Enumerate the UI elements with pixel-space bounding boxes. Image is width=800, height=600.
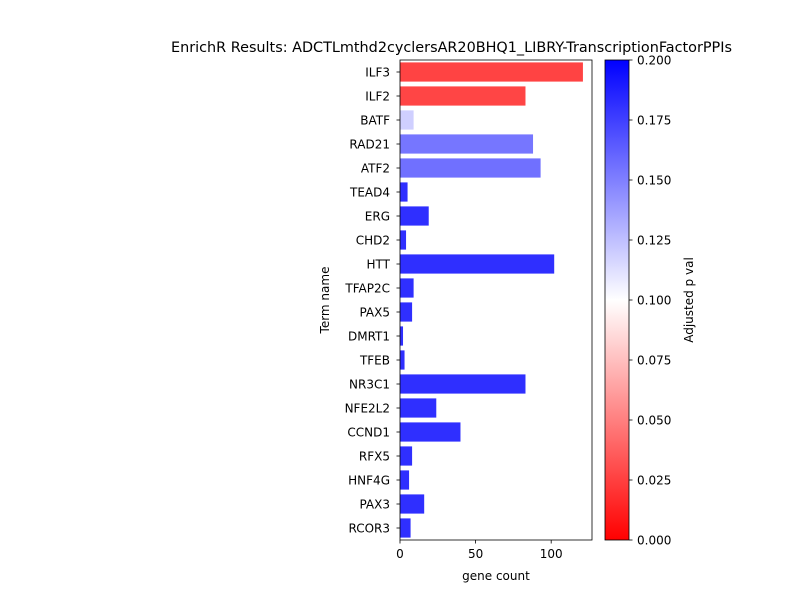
bar-batf: [400, 110, 414, 130]
y-ticks: ILF3 ILF2 BATF RAD21 ATF2 TEAD4 ERG CHD2 HTT TFAP…: [344, 66, 400, 536]
y-tick-label: CHD2: [356, 234, 390, 248]
y-tick-label: DMRT1: [348, 330, 390, 344]
bar-pax5: [400, 302, 413, 322]
colorbar-tick-label: 0.050: [637, 414, 671, 428]
bar-rad21: [400, 134, 534, 154]
y-tick-label: RCOR3: [348, 522, 390, 536]
bar-pax3: [400, 494, 425, 514]
y-tick-label: HNF4G: [348, 474, 390, 488]
bar-chd2: [400, 230, 407, 250]
colorbar-tick-label: 0.125: [637, 234, 671, 248]
bar-rfx5: [400, 446, 413, 466]
colorbar-tick-label: 0.100: [637, 294, 671, 308]
bar-tfeb: [400, 350, 405, 370]
colorbar-tick-label: 0.000: [637, 534, 671, 548]
y-tick-label: ILF3: [365, 66, 390, 80]
y-tick-label: PAX3: [359, 498, 390, 512]
colorbar-tick-label: 0.075: [637, 354, 671, 368]
bar-atf2: [400, 158, 541, 178]
bar-nr3c1: [400, 374, 526, 394]
colorbar-ticks: 0.000 0.025 0.050 0.075 0.100 0.125 0.150 0.175…: [629, 54, 671, 548]
bar-htt: [400, 254, 555, 274]
bar-tead4: [400, 182, 408, 202]
y-tick-label: PAX5: [359, 306, 390, 320]
y-tick-label: NR3C1: [349, 378, 390, 392]
y-tick-label: TFAP2C: [344, 282, 390, 296]
bar-hnf4g: [400, 470, 410, 490]
bars-layer: [400, 62, 583, 538]
bar-ccnd1: [400, 422, 461, 442]
bar-ilf3: [400, 62, 583, 82]
x-axis-label: gene count: [462, 569, 530, 583]
y-tick-label: ERG: [365, 210, 390, 224]
y-axis-label: Term name: [318, 267, 332, 335]
x-tick-label: 0: [396, 547, 404, 561]
y-tick-label: TEAD4: [349, 186, 390, 200]
bar-erg: [400, 206, 429, 226]
x-tick-label: 50: [468, 547, 483, 561]
y-tick-label: TFEB: [359, 354, 390, 368]
bar-dmrt1: [400, 326, 404, 346]
colorbar-tick-label: 0.150: [637, 174, 671, 188]
bar-ilf2: [400, 86, 526, 106]
plot-frame: [399, 59, 593, 541]
colorbar-tick-label: 0.200: [637, 54, 671, 68]
colorbar-tick-label: 0.025: [637, 474, 671, 488]
y-tick-label: ILF2: [365, 90, 390, 104]
y-tick-label: HTT: [367, 258, 391, 272]
x-ticks: 0 50 100: [396, 540, 563, 561]
bar-tfap2c: [400, 278, 414, 298]
y-tick-label: NFE2L2: [345, 402, 390, 416]
colorbar-label: Adjusted p val: [682, 257, 696, 343]
y-tick-label: CCND1: [347, 426, 390, 440]
bar-nfe2l2: [400, 398, 437, 418]
y-tick-label: ATF2: [361, 162, 390, 176]
bar-rcor3: [400, 518, 411, 538]
y-tick-label: BATF: [360, 114, 390, 128]
y-tick-label: RFX5: [359, 450, 390, 464]
colorbar: [604, 59, 630, 541]
x-tick-label: 100: [540, 547, 563, 561]
chart-title: EnrichR Results: ADCTLmthd2cyclersAR20BH…: [171, 40, 732, 56]
y-tick-label: RAD21: [349, 138, 390, 152]
colorbar-tick-label: 0.175: [637, 114, 671, 128]
